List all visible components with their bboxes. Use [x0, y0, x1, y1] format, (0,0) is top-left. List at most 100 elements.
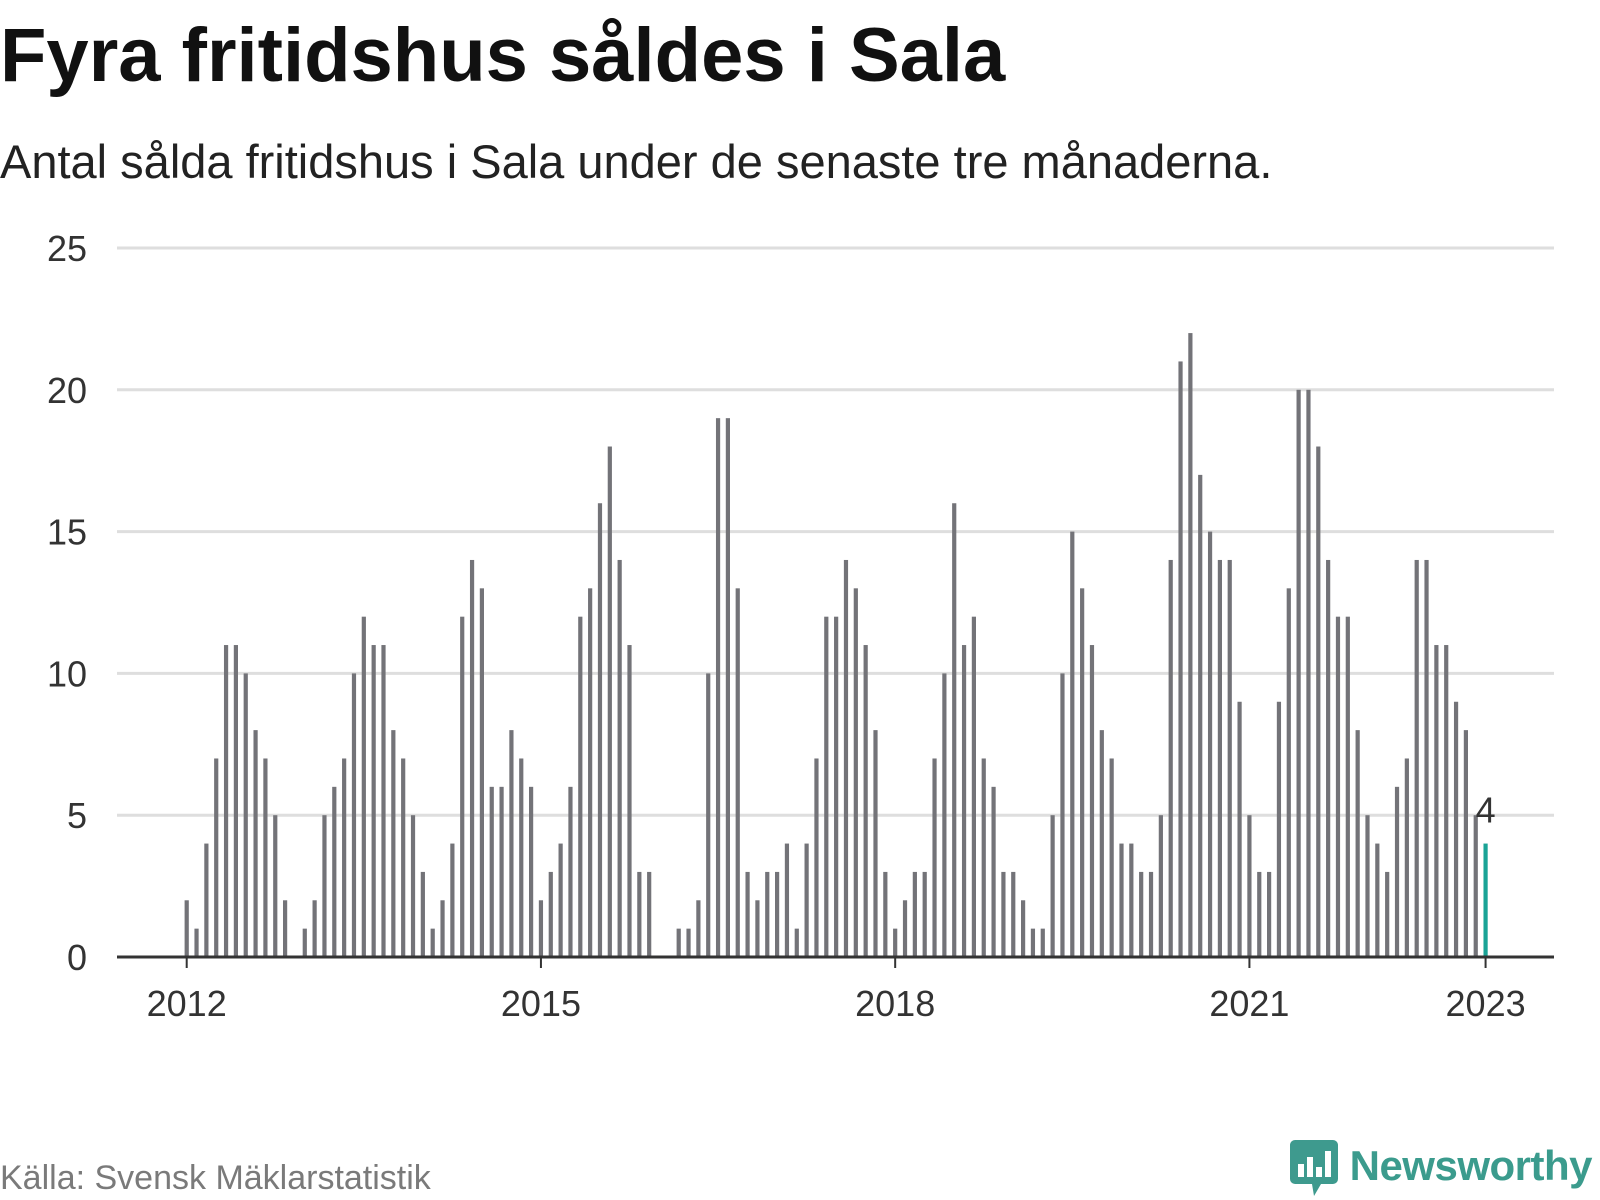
- bar-2014-10: [509, 730, 514, 957]
- bar-2022-10: [1453, 701, 1459, 957]
- bar-2016-03: [676, 928, 681, 957]
- bar-2014-05: [460, 616, 465, 957]
- bar-2013-10: [391, 730, 396, 957]
- bar-2015-03: [558, 843, 563, 957]
- x-tick-label-2023: 2023: [1446, 983, 1526, 1024]
- bar-2013-08: [371, 645, 376, 957]
- bar-2013-07: [361, 616, 366, 957]
- bars: [184, 333, 1488, 958]
- brand-name: Newsworthy: [1349, 1142, 1593, 1189]
- bar-2012-04: [214, 758, 219, 957]
- x-tick-labels: 2012 2015 2018 2021 2023: [147, 983, 1526, 1024]
- newsworthy-logo-icon: [1290, 1140, 1338, 1196]
- x-axis: [117, 955, 1554, 968]
- bar-2013-04: [332, 786, 337, 957]
- bar-2017-09: [853, 588, 858, 957]
- chart-subtitle: Antal sålda fritidshus i Sala under de s…: [0, 135, 1273, 188]
- x-tick-label-2012: 2012: [147, 983, 227, 1024]
- bar-2018-11: [991, 786, 996, 957]
- bar-2014-08: [489, 786, 494, 957]
- bar-2014-02: [430, 928, 435, 957]
- bar-2012-08: [253, 730, 258, 957]
- bar-2017-05: [814, 758, 819, 957]
- bar-2017-03: [794, 928, 799, 957]
- bar-2012-03: [204, 843, 209, 957]
- bar-2016-11: [755, 900, 760, 957]
- bar-2019-11: [1109, 758, 1114, 957]
- bar-2017-07: [834, 616, 839, 957]
- bar-2014-12: [529, 786, 534, 957]
- bar-2014-11: [519, 758, 524, 957]
- bar-2016-06: [706, 673, 711, 957]
- bar-2019-02: [1021, 900, 1026, 957]
- bar-2021-12: [1355, 730, 1360, 957]
- bar-2020-02: [1139, 871, 1144, 957]
- bar-2022-03: [1385, 871, 1390, 957]
- y-tick-label-10: 10: [47, 653, 87, 694]
- bar-2012-10: [273, 815, 278, 957]
- chart-title: Fyra fritidshus såldes i Sala: [0, 13, 1006, 98]
- bar-2019-10: [1099, 730, 1104, 957]
- bar-2016-08: [725, 418, 730, 957]
- bar-2016-04: [686, 928, 691, 957]
- bar-2022-07: [1424, 559, 1429, 957]
- bar-2022-04: [1394, 786, 1400, 957]
- bar-2022-02: [1375, 843, 1380, 957]
- bar-2021-09: [1326, 559, 1331, 957]
- bar-2013-06: [351, 673, 357, 957]
- bar-2018-08: [961, 645, 967, 957]
- bar-2012-05: [223, 645, 229, 957]
- bar-2020-03: [1148, 871, 1154, 957]
- bar-2019-07: [1070, 531, 1075, 957]
- logo-bar: [1316, 1167, 1322, 1177]
- bar-2015-02: [548, 871, 553, 957]
- bar-2012-09: [263, 758, 268, 957]
- bar-2013-05: [342, 758, 347, 957]
- bar-2017-02: [784, 843, 790, 957]
- bar-2017-08: [843, 559, 849, 957]
- bar-2022-06: [1414, 559, 1419, 957]
- logo-bar: [1307, 1157, 1313, 1177]
- bar-2022-11: [1463, 730, 1468, 957]
- bar-2020-07: [1188, 333, 1193, 958]
- bar-2015-12: [647, 871, 652, 957]
- bar-2018-07: [952, 503, 957, 957]
- bar-2017-06: [824, 616, 829, 957]
- highlight-value-label: 4: [1476, 790, 1496, 831]
- bar-2021-02: [1257, 871, 1262, 957]
- bar-2021-04: [1276, 701, 1282, 957]
- bar-2019-05: [1050, 815, 1055, 957]
- annotations: 4: [1476, 790, 1496, 831]
- y-tick-label-5: 5: [67, 795, 87, 836]
- bar-2017-04: [804, 843, 809, 957]
- bar-2021-08: [1316, 446, 1321, 957]
- x-tick-label-2018: 2018: [855, 983, 935, 1024]
- y-tick-label-20: 20: [47, 370, 87, 411]
- bar-2013-03: [322, 815, 327, 957]
- bar-2014-04: [450, 843, 455, 957]
- bar-2016-05: [696, 900, 701, 957]
- bar-2015-10: [627, 645, 632, 957]
- bar-2018-01: [893, 928, 898, 957]
- bar-2014-07: [479, 588, 484, 957]
- bar-2018-12: [1001, 871, 1006, 957]
- bar-2013-09: [381, 645, 386, 957]
- bar-2020-04: [1158, 815, 1163, 957]
- bar-2018-09: [971, 616, 976, 957]
- bar-2020-12: [1237, 701, 1242, 957]
- bar-2021-06: [1296, 389, 1301, 957]
- bar-2015-05: [578, 616, 583, 957]
- bar-2021-03: [1267, 871, 1272, 957]
- bar-2021-05: [1286, 588, 1291, 957]
- bar-2015-11: [637, 871, 642, 957]
- bar-2018-04: [922, 871, 927, 957]
- bar-2022-08: [1434, 645, 1439, 957]
- bar-2012-11: [283, 900, 288, 957]
- bar-2015-01: [538, 900, 544, 957]
- bar-2020-09: [1207, 531, 1213, 957]
- bar-2017-11: [873, 730, 878, 957]
- bar-2020-01: [1129, 843, 1134, 957]
- bar-2022-12: [1473, 815, 1478, 957]
- bar-2015-04: [568, 786, 573, 957]
